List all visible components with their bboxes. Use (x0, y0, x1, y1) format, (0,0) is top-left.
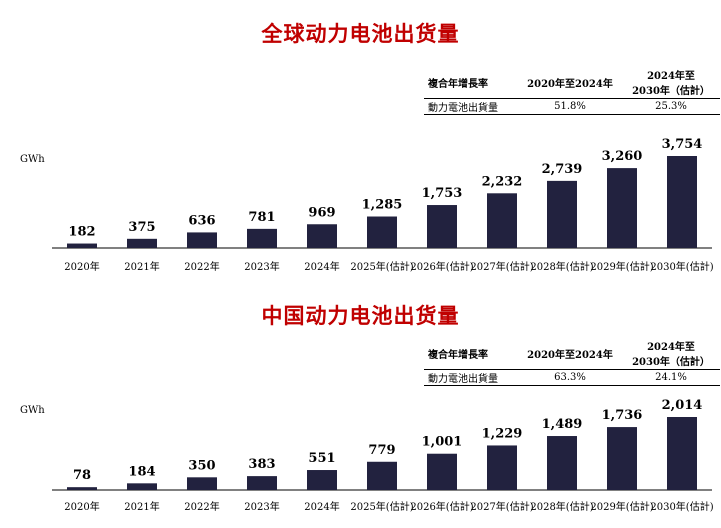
x-tick-label-10: 2030年(估計) (650, 500, 713, 513)
data-label-10: 2,014 (662, 398, 703, 413)
cagr-header-period2: 2024年至 2030年（估計） (622, 66, 720, 99)
x-tick-label-8: 2028年(估計) (530, 500, 593, 513)
bar-3 (247, 228, 277, 248)
bar-7 (487, 193, 517, 248)
cagr-header-label: 複合年增長率 (424, 66, 518, 99)
bar-9 (607, 168, 637, 248)
data-label-7: 1,229 (482, 426, 523, 441)
bar-0 (67, 243, 97, 248)
data-label-5: 1,285 (362, 198, 403, 213)
x-tick-label-4: 2024年 (304, 260, 339, 273)
cagr-header-period2: 2024年至 2030年（估計） (622, 337, 720, 370)
bar-8 (547, 180, 577, 248)
data-label-1: 375 (128, 220, 155, 235)
data-label-4: 551 (308, 451, 335, 466)
cagr-value-period1: 51.8% (518, 98, 622, 115)
x-tick-label-7: 2027年(估計) (470, 260, 533, 273)
cagr-value-period1: 63.3% (518, 369, 622, 386)
cagr-value-period2: 25.3% (622, 98, 720, 115)
bar-5 (367, 461, 397, 490)
bar-10 (667, 417, 697, 490)
x-tick-label-3: 2023年 (244, 500, 279, 513)
x-tick-label-1: 2021年 (124, 500, 159, 513)
bar-2 (187, 477, 217, 490)
china-chart-title: 中国动力电池出货量 (261, 303, 460, 328)
data-label-0: 78 (73, 468, 91, 483)
x-tick-label-2: 2022年 (184, 500, 219, 513)
x-tick-label-6: 2026年(估計) (410, 500, 473, 513)
data-label-4: 969 (308, 205, 335, 220)
global-chart-title: 全球动力电池出货量 (261, 21, 460, 46)
bar-9 (607, 427, 637, 490)
x-tick-label-1: 2021年 (124, 260, 159, 273)
x-tick-label-5: 2025年(估計) (350, 500, 413, 513)
x-tick-label-10: 2030年(估計) (650, 260, 713, 273)
data-label-10: 3,754 (662, 137, 703, 152)
cagr-header-label: 複合年增長率 (424, 337, 518, 370)
data-label-1: 184 (128, 464, 155, 479)
x-tick-label-9: 2029年(估計) (590, 500, 653, 513)
x-tick-label-3: 2023年 (244, 260, 279, 273)
bar-10 (667, 156, 697, 248)
bar-4 (307, 224, 337, 248)
x-tick-label-7: 2027年(估計) (470, 500, 533, 513)
x-tick-label-0: 2020年 (64, 260, 99, 273)
data-label-3: 383 (248, 457, 275, 472)
cagr-header-period1: 2020年至2024年 (518, 66, 622, 99)
bar-0 (67, 487, 97, 490)
bar-1 (127, 238, 157, 248)
data-label-3: 781 (248, 210, 275, 225)
global-bar-chart: 182 2020年 375 2021年 636 2022年 781 2023年 969 2024年… (52, 137, 714, 273)
x-tick-label-8: 2028年(估計) (530, 260, 593, 273)
data-label-7: 2,232 (482, 174, 523, 189)
x-tick-label-9: 2029年(估計) (590, 260, 653, 273)
bar-4 (307, 470, 337, 490)
data-label-2: 350 (188, 458, 215, 473)
bar-5 (367, 216, 397, 248)
data-label-0: 182 (68, 225, 95, 240)
data-label-6: 1,753 (422, 186, 463, 201)
bar-1 (127, 483, 157, 490)
cagr-row-label: 動力電池出貨量 (424, 98, 518, 115)
data-label-9: 3,260 (602, 149, 643, 164)
china-unit-label: GWh (20, 405, 45, 416)
x-tick-label-2: 2022年 (184, 260, 219, 273)
data-label-8: 2,739 (542, 162, 583, 177)
bar-6 (427, 453, 457, 490)
data-label-6: 1,001 (422, 435, 463, 450)
x-tick-label-4: 2024年 (304, 500, 339, 513)
x-tick-label-0: 2020年 (64, 500, 99, 513)
bar-6 (427, 205, 457, 248)
data-label-5: 779 (368, 443, 395, 458)
x-tick-label-5: 2025年(估計) (350, 260, 413, 273)
data-label-9: 1,736 (602, 408, 643, 423)
bar-2 (187, 232, 217, 248)
data-label-2: 636 (188, 213, 215, 228)
global-unit-label: GWh (20, 154, 45, 165)
cagr-value-period2: 24.1% (622, 369, 720, 386)
global-cagr-table: 複合年增長率 2020年至2024年 2024年至 2030年（估計） 動力電池… (424, 66, 720, 115)
bar-3 (247, 476, 277, 490)
data-label-8: 1,489 (542, 417, 583, 432)
cagr-header-period1: 2020年至2024年 (518, 337, 622, 370)
bar-8 (547, 436, 577, 490)
bar-7 (487, 445, 517, 490)
china-cagr-table: 複合年增長率 2020年至2024年 2024年至 2030年（估計） 動力電池… (424, 337, 720, 386)
cagr-row-label: 動力電池出貨量 (424, 369, 518, 386)
x-tick-label-6: 2026年(估計) (410, 260, 473, 273)
